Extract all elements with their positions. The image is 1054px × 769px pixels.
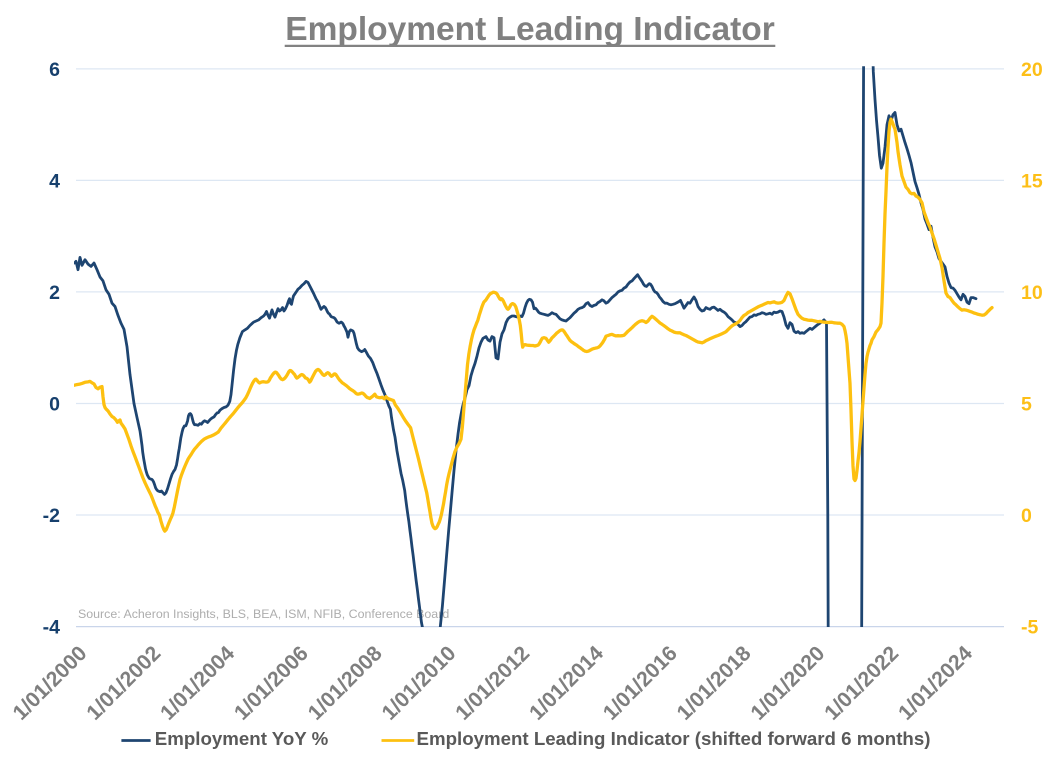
svg-text:4: 4 (49, 170, 60, 192)
svg-text:Source: Acheron Insights, BLS,: Source: Acheron Insights, BLS, BEA, ISM,… (78, 607, 449, 621)
svg-text:Employment YoY %: Employment YoY % (155, 728, 329, 749)
svg-text:6: 6 (49, 59, 60, 81)
svg-text:Employment Leading Indicator (: Employment Leading Indicator (shifted fo… (417, 728, 931, 749)
svg-text:2: 2 (49, 282, 60, 304)
svg-text:0: 0 (1021, 505, 1032, 527)
svg-text:20: 20 (1021, 59, 1043, 81)
svg-text:15: 15 (1021, 170, 1043, 192)
svg-text:Employment Leading Indicator: Employment Leading Indicator (285, 11, 775, 48)
svg-text:10: 10 (1021, 282, 1043, 304)
svg-text:-4: -4 (43, 617, 60, 639)
svg-text:0: 0 (49, 394, 60, 416)
svg-text:-5: -5 (1021, 617, 1038, 639)
svg-text:5: 5 (1021, 394, 1032, 416)
svg-text:-2: -2 (43, 505, 60, 527)
